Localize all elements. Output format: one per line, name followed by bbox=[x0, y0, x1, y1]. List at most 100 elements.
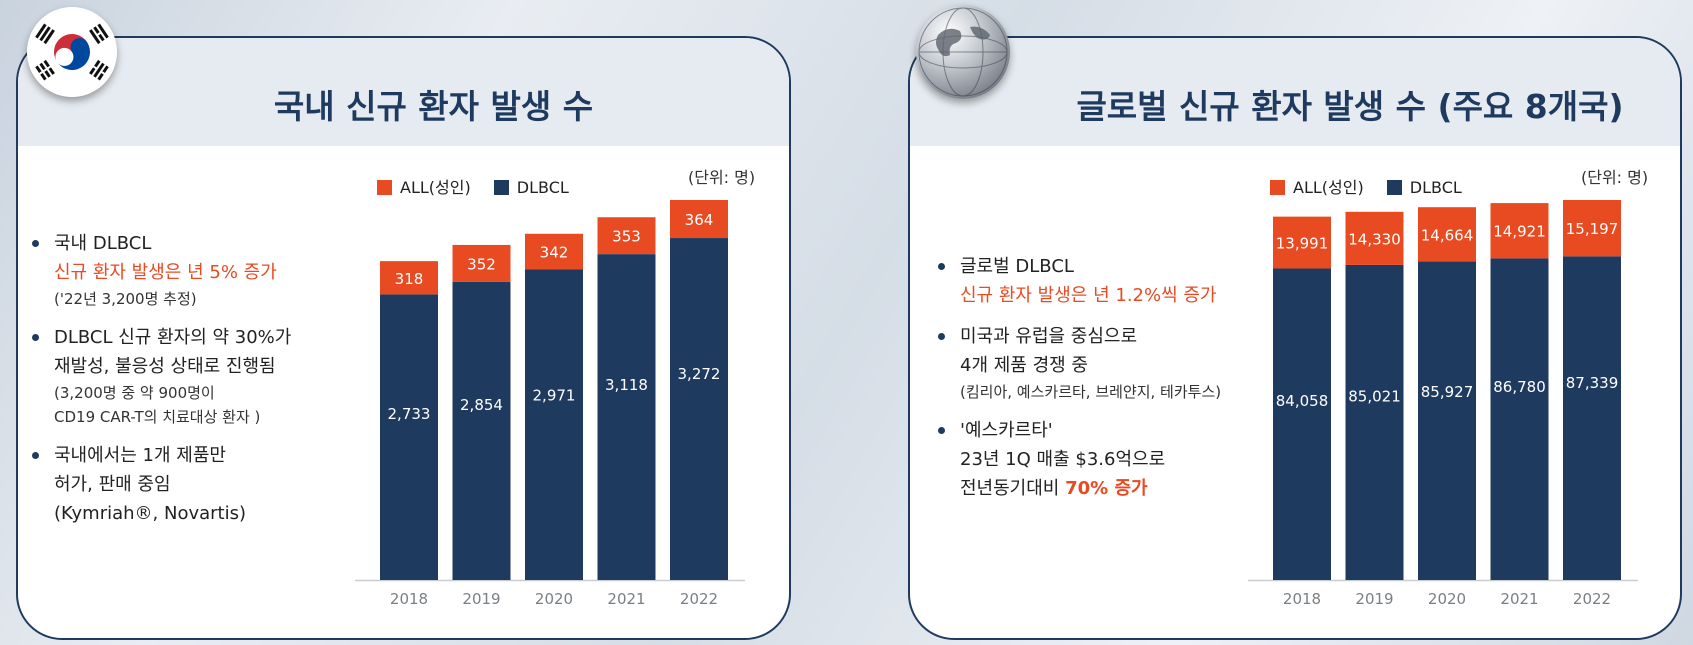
data-label-all: 15,197 bbox=[1566, 220, 1619, 238]
x-tick-label: 2020 bbox=[535, 590, 573, 608]
bar-dlbcl bbox=[1490, 258, 1549, 580]
bullet-line: 신규 환자 발생은 년 1.2%씩 증가 bbox=[960, 285, 1217, 306]
legend-item-dlbcl: DLBCL bbox=[1386, 178, 1462, 197]
bar-all bbox=[1418, 207, 1476, 262]
bar-all bbox=[1345, 211, 1404, 265]
data-label-dlbcl: 2,854 bbox=[460, 396, 503, 414]
bullet-line: 신규 환자 발생은 년 5% 증가 bbox=[54, 262, 277, 283]
legend-label-all: ALL(성인) bbox=[400, 178, 471, 197]
bullet-line: 23년 1Q 매출 $3.6억으로 bbox=[960, 449, 1166, 470]
bar-dlbcl bbox=[597, 254, 656, 580]
bullet-text-part: 70% 증가 bbox=[1065, 478, 1148, 499]
bullet-line: 미국과 유럽을 중심으로 bbox=[960, 326, 1138, 347]
legend-swatch-dlbcl bbox=[1386, 180, 1402, 195]
x-tick-label: 2018 bbox=[390, 590, 428, 608]
legend-item-all: ALL(성인) bbox=[377, 178, 471, 197]
bullet-line: (킴리아, 예스카르타, 브레얀지, 테카투스) bbox=[960, 383, 1222, 401]
data-label-all: 364 bbox=[685, 211, 714, 229]
x-tick-label: 2021 bbox=[607, 590, 645, 608]
bullet-line: 허가, 판매 중임 bbox=[54, 474, 171, 495]
bar-dlbcl bbox=[1418, 261, 1476, 580]
bar-all bbox=[670, 200, 728, 239]
data-label-dlbcl: 3,118 bbox=[605, 376, 648, 394]
bullet-line: 국내에서는 1개 제품만 bbox=[54, 445, 226, 466]
legend-swatch-all bbox=[377, 180, 392, 195]
data-label-all: 318 bbox=[395, 270, 424, 288]
korea-bullet-list: 국내 DLBCL 신규 환자 발생은 년 5% 증가 ('22년 3,200명 추정… bbox=[30, 229, 291, 540]
korea-bar-chart: 318 2,733 2018 352 2,854 2019 342 2,971 2020 353 3… bbox=[355, 200, 745, 608]
korea-panel-title: 국내 신규 환자 발생 수 bbox=[273, 87, 594, 126]
data-label-dlbcl: 87,339 bbox=[1566, 374, 1619, 392]
legend-label-dlbcl: DLBCL bbox=[1409, 178, 1462, 197]
x-tick-label: 2022 bbox=[680, 590, 718, 608]
x-tick-label: 2019 bbox=[1355, 590, 1393, 608]
korea-unit-label: (단위: 명) bbox=[688, 168, 756, 187]
bullet-line: 국내 DLBCL bbox=[54, 233, 152, 254]
data-label-all: 14,664 bbox=[1421, 226, 1474, 244]
bar-dlbcl bbox=[1273, 268, 1331, 580]
data-label-all: 342 bbox=[540, 244, 569, 262]
data-label-all: 353 bbox=[612, 228, 641, 246]
legend-label-all: ALL(성인) bbox=[1293, 178, 1364, 197]
global-panel-header bbox=[910, 38, 1680, 146]
x-tick-label: 2018 bbox=[1283, 590, 1321, 608]
bullet-line: 글로벌 DLBCL bbox=[960, 256, 1074, 277]
korea-chart-legend: ALL(성인) DLBCL bbox=[377, 174, 587, 198]
bar-all bbox=[452, 244, 511, 282]
bullet-line: '예스카르타' bbox=[960, 420, 1053, 441]
bar-dlbcl bbox=[525, 269, 583, 580]
bullet-line: CD19 CAR-T의 치료대상 환자 ) bbox=[54, 408, 261, 426]
x-tick-label: 2021 bbox=[1500, 590, 1538, 608]
data-label-all: 14,330 bbox=[1348, 230, 1401, 248]
bullet-text-part: 전년동기대비 bbox=[960, 478, 1066, 499]
legend-item-dlbcl: DLBCL bbox=[493, 178, 569, 197]
legend-swatch-all bbox=[1270, 180, 1285, 195]
bar-dlbcl bbox=[1345, 264, 1404, 580]
data-label-all: 14,921 bbox=[1493, 223, 1546, 241]
data-label-dlbcl: 86,780 bbox=[1493, 378, 1546, 396]
bullet-line: ('22년 3,200명 추정) bbox=[54, 290, 197, 308]
data-label-dlbcl: 3,272 bbox=[678, 365, 721, 383]
data-label-all: 352 bbox=[467, 255, 496, 273]
global-chart-legend: ALL(성인) DLBCL bbox=[1270, 174, 1480, 198]
bar-all bbox=[1490, 203, 1549, 259]
legend-item-all: ALL(성인) bbox=[1270, 178, 1364, 197]
globe-icon bbox=[916, 5, 1010, 99]
data-label-dlbcl: 2,971 bbox=[533, 387, 576, 405]
bullet-line: 전년동기대비 70% 증가 bbox=[960, 474, 1221, 503]
bar-dlbcl bbox=[1563, 256, 1621, 580]
bullet-item: 미국과 유럽을 중심으로 4개 제품 경쟁 중 (킴리아, 예스카르타, 브레얀지,… bbox=[936, 322, 1221, 404]
bar-all bbox=[380, 261, 438, 295]
bullet-line: (3,200명 중 약 900명이 bbox=[54, 384, 215, 402]
data-label-dlbcl: 2,733 bbox=[388, 405, 431, 423]
data-label-dlbcl: 84,058 bbox=[1276, 392, 1329, 410]
bar-dlbcl bbox=[452, 281, 511, 580]
bullet-line: (Kymriah®, Novartis) bbox=[54, 503, 247, 524]
bar-dlbcl bbox=[380, 294, 438, 580]
data-label-dlbcl: 85,927 bbox=[1421, 383, 1474, 401]
data-label-all: 13,991 bbox=[1276, 235, 1329, 253]
global-bar-chart: 13,991 84,058 2018 14,330 85,021 2019 14,664 85… bbox=[1248, 200, 1638, 608]
global-unit-label: (단위: 명) bbox=[1581, 168, 1649, 187]
bullet-line: DLBCL 신규 환자의 약 30%가 bbox=[54, 327, 292, 348]
bar-all bbox=[1563, 200, 1621, 257]
bullet-item: 국내 DLBCL 신규 환자 발생은 년 5% 증가 ('22년 3,200명 추정… bbox=[30, 229, 291, 311]
data-label-dlbcl: 85,021 bbox=[1348, 387, 1401, 405]
global-panel-title: 글로벌 신규 환자 발생 수 (주요 8개국) bbox=[1076, 87, 1624, 126]
bar-all bbox=[525, 233, 583, 270]
bullet-item: 글로벌 DLBCL 신규 환자 발생은 년 1.2%씩 증가 bbox=[936, 252, 1221, 310]
legend-label-dlbcl: DLBCL bbox=[516, 178, 569, 197]
bar-all bbox=[597, 217, 656, 255]
bar-all bbox=[1273, 216, 1331, 269]
x-tick-label: 2022 bbox=[1573, 590, 1611, 608]
bullet-line: 4개 제품 경쟁 중 bbox=[960, 355, 1088, 376]
bar-dlbcl bbox=[670, 238, 728, 580]
bullet-line: 재발성, 불응성 상태로 진행됨 bbox=[54, 356, 276, 377]
legend-swatch-dlbcl bbox=[493, 180, 509, 195]
x-tick-label: 2019 bbox=[462, 590, 500, 608]
x-tick-label: 2020 bbox=[1428, 590, 1466, 608]
